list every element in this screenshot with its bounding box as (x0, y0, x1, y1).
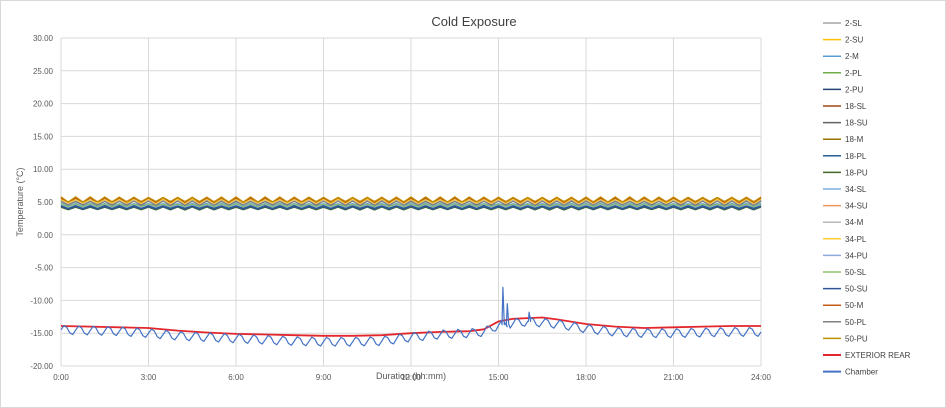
legend-entry: 18-M (845, 135, 864, 144)
series-line-50-pu (60, 196, 762, 203)
y-tick-label: -5.00 (35, 264, 54, 273)
legend-entry: 50-SU (845, 285, 868, 294)
legend-entry: 2-M (845, 52, 859, 61)
legend-entry: 18-SU (845, 119, 868, 128)
legend-entry: 18-SL (845, 102, 867, 111)
x-tick-label: 12:00 (401, 373, 422, 382)
legend-entry: 34-SU (845, 202, 868, 211)
x-tick-label: 24:00 (751, 373, 772, 382)
legend-entry: EXTERIOR REAR (845, 351, 911, 360)
y-tick-label: 5.00 (37, 198, 53, 207)
y-tick-label: 20.00 (33, 100, 54, 109)
legend-entry: 2-PL (845, 69, 862, 78)
x-tick-label: 18:00 (576, 373, 597, 382)
series-line-34-pl (60, 198, 762, 205)
y-tick-label: 10.00 (33, 165, 54, 174)
legend-entry: 50-SL (845, 268, 867, 277)
y-tick-label: 0.00 (37, 231, 53, 240)
series-line-chamber (60, 286, 762, 347)
x-tick-label: 6:00 (228, 373, 244, 382)
series-lines (60, 196, 762, 347)
legend-entry: 2-SU (845, 36, 863, 45)
series-line-50-su (60, 205, 762, 210)
series-line-50-pl (60, 200, 762, 207)
legend: 2-SL 2-SU 2-M 2-PL 2-PU 18-SL 18-SU 18-M 18-PL 18… (823, 19, 911, 377)
legend-entry: 34-M (845, 218, 864, 227)
legend-entry: 50-PL (845, 318, 867, 327)
legend-entry: 50-M (845, 301, 864, 310)
y-tick-label: 15.00 (33, 132, 54, 141)
legend-entry: 18-PL (845, 152, 867, 161)
x-axis-title: Duration (hh:mm) (376, 371, 446, 381)
y-axis-title: Temperature (°C) (15, 167, 25, 236)
x-tick-label: 9:00 (316, 373, 332, 382)
legend-entry: 34-SL (845, 185, 867, 194)
y-tick-label: 25.00 (33, 67, 54, 76)
legend-entry: 50-PU (845, 334, 868, 343)
x-tick-label: 15:00 (488, 373, 509, 382)
y-tick-label: -10.00 (30, 296, 53, 305)
legend-entry: 18-PU (845, 168, 868, 177)
legend-entry: 34-PL (845, 235, 867, 244)
series-line-exterior-rear (60, 316, 761, 337)
y-tick-labels: 30.00 25.00 20.00 15.00 10.00 5.00 0.00 -5.00 -1… (30, 34, 53, 371)
y-tick-label: -20.00 (30, 362, 53, 371)
chart-title: Cold Exposure (431, 14, 516, 29)
legend-entry: Chamber (845, 368, 878, 377)
x-tick-label: 3:00 (141, 373, 157, 382)
series-line-50-sl (60, 203, 762, 208)
x-tick-label: 0:00 (53, 373, 69, 382)
y-tick-label: 30.00 (33, 34, 54, 43)
legend-entry: 2-PU (845, 85, 863, 94)
legend-entry: 34-PU (845, 251, 868, 260)
legend-entry: 2-SL (845, 19, 862, 28)
x-tick-label: 21:00 (663, 373, 684, 382)
series-line-34-pu (60, 203, 762, 208)
x-tick-labels: 0:00 3:00 6:00 9:00 12:00 15:00 18:00 21:00 24:0… (53, 373, 771, 382)
y-tick-label: -15.00 (30, 329, 53, 338)
